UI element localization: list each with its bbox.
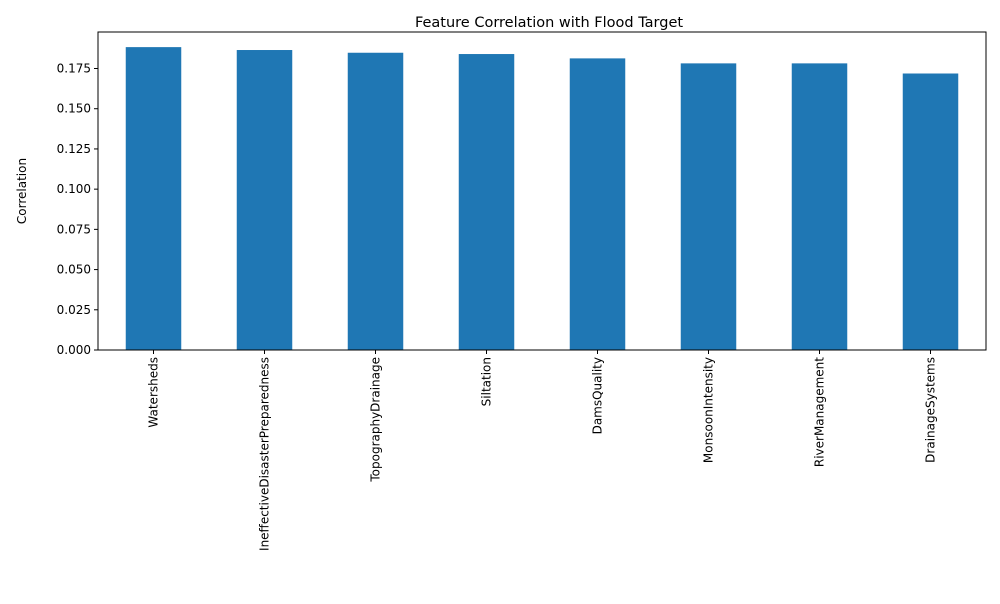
bar-topographydrainage	[347, 52, 404, 350]
x-tick-label: Watersheds	[147, 357, 161, 428]
y-tick-label: 0.150	[57, 102, 91, 116]
x-tick-label: RiverManagement	[813, 357, 827, 467]
bars-layer	[125, 47, 959, 351]
y-tick-label: 0.050	[57, 263, 91, 277]
bar-damsquality	[569, 58, 626, 350]
y-tick-label: 0.125	[57, 142, 91, 156]
bar-ineffectivedisasterpreparedness	[236, 50, 293, 351]
y-tick-label: 0.025	[57, 303, 91, 317]
y-tick-label: 0.075	[57, 222, 91, 236]
bar-monsoonintensity	[680, 63, 737, 351]
y-tick-label: 0.100	[57, 182, 91, 196]
x-tick-label: IneffectiveDisasterPreparedness	[258, 357, 272, 551]
y-axis-title: Correlation	[15, 158, 29, 224]
bar-watersheds	[125, 47, 182, 351]
x-tick-label: DrainageSystems	[924, 357, 938, 463]
bar-rivermanagement	[791, 63, 848, 351]
x-tick-label: MonsoonIntensity	[702, 357, 716, 463]
bar-drainagesystems	[902, 73, 959, 350]
x-tick-label: DamsQuality	[591, 357, 605, 434]
y-tick-label: 0.175	[57, 62, 91, 76]
y-axis: 0.000 0.025 0.050 0.075 0.100 0.125 0.150 0.175	[57, 62, 98, 357]
x-axis: Watersheds IneffectiveDisasterPreparednes…	[147, 350, 938, 551]
y-tick-label: 0.000	[57, 343, 91, 357]
bar-siltation	[458, 54, 515, 350]
chart-title: Feature Correlation with Flood Target	[415, 15, 683, 31]
plot-area-frame	[97, 31, 987, 351]
x-tick-label: Siltation	[480, 357, 494, 406]
x-tick-label: TopographyDrainage	[369, 357, 383, 483]
